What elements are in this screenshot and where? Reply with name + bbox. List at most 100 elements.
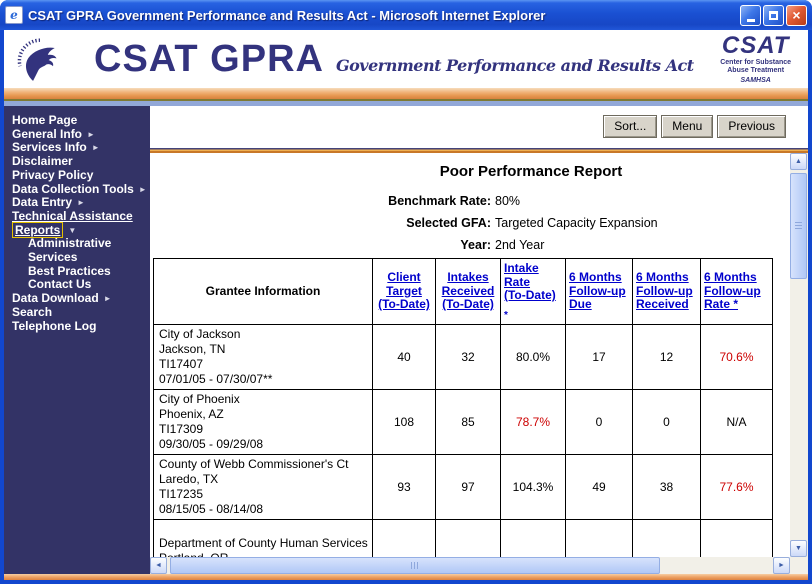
value-cell: 0 bbox=[565, 388, 633, 455]
sidebar-item-contact-us[interactable]: Contact Us bbox=[12, 278, 148, 292]
csat-logo: CSAT Center for Substance Abuse Treatmen… bbox=[710, 34, 802, 85]
column-header-grantee-information: Grantee Information bbox=[153, 258, 373, 325]
table-header-row: Grantee Information Client Target (To-Dat… bbox=[153, 258, 773, 325]
grip-icon bbox=[795, 221, 802, 231]
sidebar-item-search[interactable]: Search bbox=[12, 305, 148, 320]
table-row: City of Jackson Jackson, TN TI17407 07/0… bbox=[153, 323, 773, 390]
sort-button[interactable]: Sort... bbox=[603, 115, 658, 138]
close-button[interactable]: × bbox=[786, 4, 807, 26]
sort-link[interactable]: Client Target (To-Date) bbox=[378, 270, 430, 311]
scroll-right-button[interactable]: ► bbox=[773, 557, 790, 574]
sidebar-item-data-download[interactable]: Data Download ► bbox=[12, 291, 148, 306]
sidebar-item-best-practices[interactable]: Best Practices bbox=[12, 263, 148, 279]
value-cell: 49 bbox=[565, 453, 633, 520]
sidebar-item-services-info[interactable]: Services Info ► bbox=[12, 141, 148, 155]
sidebar-item-label: Disclaimer bbox=[12, 154, 73, 169]
vertical-scrollbar[interactable]: ▲ ▼ bbox=[790, 153, 808, 574]
column-header-intake-rate-to-date: Intake Rate (To-Date) * bbox=[500, 258, 566, 325]
selected-gfa-label: Selected GFA: bbox=[406, 216, 491, 230]
sidebar-item-technical-assistance[interactable]: Technical Assistance bbox=[12, 208, 148, 224]
sidebar-item-label: General Info bbox=[12, 126, 83, 141]
horizontal-scrollbar[interactable]: ◄ ► bbox=[150, 557, 790, 574]
sort-link[interactable]: 6 Months Follow-up Received bbox=[636, 270, 693, 311]
sidebar-item-reports[interactable]: Reports ▼ bbox=[12, 221, 148, 238]
scroll-down-button[interactable]: ▼ bbox=[790, 540, 807, 557]
sidebar-item-data-entry[interactable]: Data Entry ► bbox=[12, 195, 148, 210]
footnote-marker: * bbox=[504, 309, 508, 321]
sort-link[interactable]: 6 Months Follow-up Due bbox=[569, 270, 626, 311]
year-label: Year: bbox=[460, 238, 491, 252]
value-cell: 70.6% bbox=[700, 323, 773, 390]
sidebar-item-label: Data Entry bbox=[12, 195, 73, 210]
sidebar-item-label: Data Collection Tools bbox=[12, 181, 134, 196]
sidebar-item-data-collection-tools[interactable]: Data Collection Tools ► bbox=[12, 181, 148, 197]
horizontal-scroll-track[interactable] bbox=[167, 557, 773, 574]
chevron-right-icon: ► bbox=[91, 143, 100, 153]
table-row: County of Webb Commissioner's Ct Laredo,… bbox=[153, 453, 773, 520]
main-area: Sort... Menu Previous Poor Performance Rep… bbox=[150, 106, 808, 574]
sidebar-item-telephone-log[interactable]: Telephone Log bbox=[12, 318, 148, 334]
sidebar-item-label: Contact Us bbox=[28, 277, 92, 292]
hhs-logo bbox=[17, 37, 57, 81]
column-header-intakes-received-to-date: Intakes Received (To-Date) bbox=[435, 258, 501, 325]
value-cell: 108 bbox=[372, 388, 436, 455]
sort-link[interactable]: Intakes Received (To-Date) bbox=[441, 270, 495, 311]
benchmark-rate-value: 80% bbox=[495, 194, 521, 208]
selected-gfa-value: Targeted Capacity Expansion bbox=[495, 216, 658, 230]
sidebar-item-label: Home Page bbox=[12, 113, 78, 127]
report-title: Poor Performance Report bbox=[439, 163, 623, 180]
sidebar-item-label: Telephone Log bbox=[12, 318, 97, 333]
sort-link[interactable]: Intake Rate (To-Date) bbox=[504, 261, 556, 302]
window-title: CSAT GPRA Government Performance and Res… bbox=[28, 7, 546, 23]
benchmark-rate-label: Benchmark Rate: bbox=[388, 194, 491, 208]
sidebar-item-label: Reports bbox=[12, 221, 64, 238]
sidebar-item-label: Best Practices bbox=[28, 263, 111, 278]
grantee-cell: City of Jackson Jackson, TN TI17407 07/0… bbox=[153, 323, 373, 390]
value-cell: 0 bbox=[632, 388, 701, 455]
vertical-scroll-thumb[interactable] bbox=[790, 173, 807, 279]
scrollbar-corner bbox=[790, 557, 808, 574]
grantee-cell: City of Phoenix Phoenix, AZ TI17309 09/3… bbox=[153, 388, 373, 455]
brand-logo: CSAT GPRA Government Performance and Res… bbox=[94, 40, 694, 78]
titlebar[interactable]: e CSAT GPRA Government Performance and R… bbox=[0, 0, 812, 30]
content-top-border bbox=[4, 101, 808, 106]
app-frame: CSAT GPRA Government Performance and Res… bbox=[4, 30, 808, 580]
sidebar-item-administrative-services[interactable]: Administrative Services bbox=[12, 237, 148, 264]
sidebar-item-home-page[interactable]: Home Page bbox=[12, 113, 148, 128]
report-content: Poor Performance Report Benchmark Rate: … bbox=[150, 153, 790, 574]
value-cell: N/A bbox=[700, 388, 773, 455]
value-cell: 38 bbox=[632, 453, 701, 520]
value-cell: 40 bbox=[372, 323, 436, 390]
scroll-up-button[interactable]: ▲ bbox=[790, 153, 807, 170]
sidebar-item-general-info[interactable]: General Info ► bbox=[12, 126, 148, 142]
arrow-left-icon: ◄ bbox=[155, 562, 162, 569]
horizontal-scroll-thumb[interactable] bbox=[170, 557, 660, 574]
minimize-button[interactable] bbox=[740, 4, 761, 26]
value-cell: 32 bbox=[435, 323, 501, 390]
value-cell: 97 bbox=[435, 453, 501, 520]
sidebar-item-label: Technical Assistance bbox=[12, 208, 133, 223]
sidebar-item-privacy-policy[interactable]: Privacy Policy bbox=[12, 168, 148, 183]
menu-button[interactable]: Menu bbox=[661, 115, 714, 138]
report-page: Poor Performance Report Benchmark Rate: … bbox=[150, 153, 790, 574]
table-body: City of Jackson Jackson, TN TI17407 07/0… bbox=[153, 323, 773, 574]
column-header-client-target-to-date: Client Target (To-Date) bbox=[372, 258, 436, 325]
sort-link[interactable]: 6 Months Follow-up Rate * bbox=[704, 270, 761, 311]
maximize-button[interactable] bbox=[763, 4, 784, 26]
vertical-scroll-track[interactable] bbox=[790, 170, 808, 540]
scroll-left-button[interactable]: ◄ bbox=[150, 557, 167, 574]
chevron-right-icon: ► bbox=[77, 198, 85, 208]
csat-logo-line2: SAMHSA bbox=[740, 77, 771, 84]
chevron-right-icon: ► bbox=[103, 294, 112, 304]
selected-gfa-row: Selected GFA: Targeted Capacity Expansio… bbox=[150, 216, 790, 230]
sidebar-item-disclaimer[interactable]: Disclaimer bbox=[12, 154, 148, 169]
previous-button[interactable]: Previous bbox=[717, 115, 786, 138]
page-area: Poor Performance Report Benchmark Rate: … bbox=[150, 153, 808, 574]
grantee-cell: County of Webb Commissioner's Ct Laredo,… bbox=[153, 453, 373, 520]
value-cell: 77.6% bbox=[700, 453, 773, 520]
chevron-right-icon: ► bbox=[138, 184, 147, 194]
sidebar-item-label: Administrative Services bbox=[28, 236, 112, 265]
report-table: Grantee Information Client Target (To-Dat… bbox=[153, 258, 773, 574]
chevron-right-icon: ► bbox=[87, 129, 95, 139]
